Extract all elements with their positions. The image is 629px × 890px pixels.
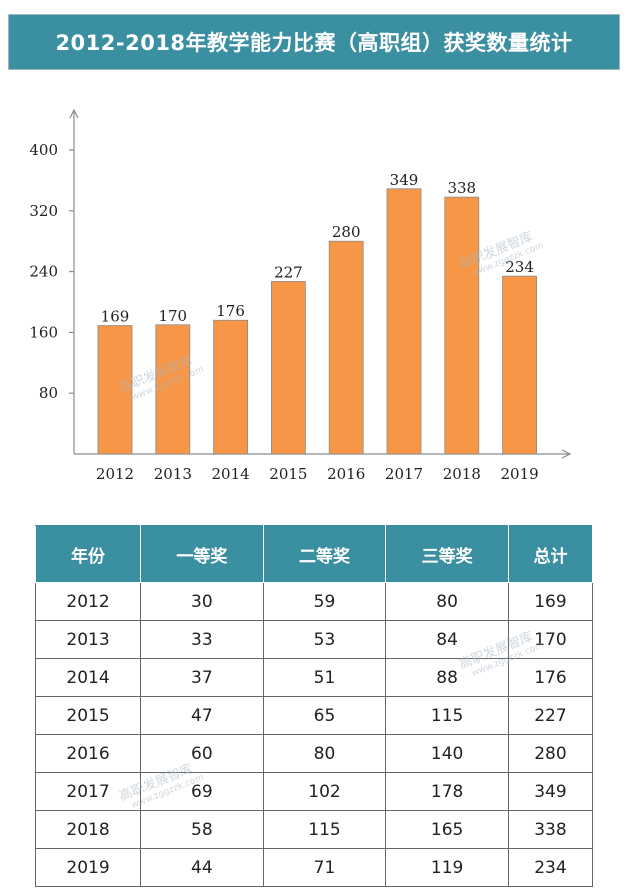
header-third-prize: 三等奖 <box>385 525 509 583</box>
bar-2012 <box>97 325 133 455</box>
y-axis-arrow <box>69 108 79 119</box>
cell-first-prize: 69 <box>140 772 264 811</box>
cell-total: 170 <box>507 620 594 659</box>
header-second-prize: 二等奖 <box>262 525 387 583</box>
cell-year: 2016 <box>34 734 142 773</box>
bar-chart: 80 160 240 320 400 169 2012 170 2013 176 2014 227 20… <box>29 108 572 483</box>
table-row: 2012 30 59 80 169 <box>34 582 594 621</box>
cell-third-prize: 80 <box>385 582 509 621</box>
cell-second-prize: 53 <box>262 620 387 659</box>
bar-2015 <box>270 281 306 455</box>
y-tick-label: 240 <box>29 263 58 281</box>
data-label-2014: 176 <box>216 302 245 320</box>
x-tick-label-2019: 2019 <box>501 465 539 483</box>
bar-2013 <box>155 324 191 455</box>
cell-year: 2012 <box>34 582 142 621</box>
cell-first-prize: 60 <box>140 734 264 773</box>
awards-table: 年份 一等奖 二等奖 三等奖 总计 2012 30 59 80 169 2013 33 53 8… <box>34 525 594 887</box>
header-year: 年份 <box>34 525 142 583</box>
cell-first-prize: 44 <box>140 848 264 887</box>
cell-first-prize: 37 <box>140 658 264 697</box>
cell-year: 2013 <box>34 620 142 659</box>
cell-total: 338 <box>507 810 594 849</box>
cell-third-prize: 88 <box>385 658 509 697</box>
y-tick-label: 160 <box>29 323 58 341</box>
y-tick-label: 320 <box>29 202 58 220</box>
x-tick-label-2015: 2015 <box>269 465 307 483</box>
cell-year: 2019 <box>34 848 142 887</box>
cell-total: 234 <box>507 848 594 887</box>
cell-year: 2014 <box>34 658 142 697</box>
cell-year: 2018 <box>34 810 142 849</box>
table-row: 2017 69 102 178 349 <box>34 772 594 811</box>
x-tick-label-2013: 2013 <box>154 465 192 483</box>
bar-2014 <box>213 319 249 455</box>
x-tick-label-2017: 2017 <box>385 465 423 483</box>
bar-2019 <box>502 275 538 455</box>
cell-third-prize: 119 <box>385 848 509 887</box>
cell-third-prize: 140 <box>385 734 509 773</box>
table-row: 2014 37 51 88 176 <box>34 658 594 697</box>
x-tick-label-2018: 2018 <box>443 465 481 483</box>
y-tick-label: 400 <box>29 141 58 159</box>
data-label-2017: 349 <box>390 171 419 189</box>
cell-total: 176 <box>507 658 594 697</box>
header-first-prize: 一等奖 <box>140 525 264 583</box>
table-row: 2018 58 115 165 338 <box>34 810 594 849</box>
x-tick-label-2014: 2014 <box>212 465 250 483</box>
table-row: 2015 47 65 115 227 <box>34 696 594 735</box>
cell-year: 2015 <box>34 696 142 735</box>
cell-first-prize: 58 <box>140 810 264 849</box>
cell-total: 169 <box>507 582 594 621</box>
bar-2016 <box>328 240 364 455</box>
cell-first-prize: 33 <box>140 620 264 659</box>
cell-second-prize: 115 <box>262 810 387 849</box>
cell-first-prize: 30 <box>140 582 264 621</box>
table-row: 2019 44 71 119 234 <box>34 848 594 887</box>
cell-third-prize: 115 <box>385 696 509 735</box>
data-label-2015: 227 <box>274 263 303 281</box>
cell-second-prize: 71 <box>262 848 387 887</box>
header-total: 总计 <box>507 525 594 583</box>
x-tick-label-2012: 2012 <box>96 465 134 483</box>
cell-total: 349 <box>507 772 594 811</box>
cell-second-prize: 51 <box>262 658 387 697</box>
cell-third-prize: 84 <box>385 620 509 659</box>
data-label-2013: 170 <box>158 307 187 325</box>
table-header-row: 年份 一等奖 二等奖 三等奖 总计 <box>34 525 594 583</box>
cell-total: 280 <box>507 734 594 773</box>
chart-title: 2012-2018年教学能力比赛（高职组）获奖数量统计 <box>8 14 620 70</box>
cell-second-prize: 102 <box>262 772 387 811</box>
x-axis-arrow <box>561 449 572 459</box>
table-row: 2013 33 53 84 170 <box>34 620 594 659</box>
cell-year: 2017 <box>34 772 142 811</box>
cell-third-prize: 165 <box>385 810 509 849</box>
cell-second-prize: 80 <box>262 734 387 773</box>
cell-second-prize: 65 <box>262 696 387 735</box>
data-label-2019: 234 <box>505 258 534 276</box>
bar-2017 <box>386 188 422 455</box>
bar-2018 <box>444 196 480 455</box>
cell-third-prize: 178 <box>385 772 509 811</box>
data-label-2016: 280 <box>332 223 361 241</box>
cell-total: 227 <box>507 696 594 735</box>
data-label-2018: 338 <box>447 179 476 197</box>
table-row: 2016 60 80 140 280 <box>34 734 594 773</box>
x-tick-label-2016: 2016 <box>327 465 365 483</box>
cell-first-prize: 47 <box>140 696 264 735</box>
y-tick-label: 80 <box>39 384 58 402</box>
data-label-2012: 169 <box>101 308 130 326</box>
cell-second-prize: 59 <box>262 582 387 621</box>
